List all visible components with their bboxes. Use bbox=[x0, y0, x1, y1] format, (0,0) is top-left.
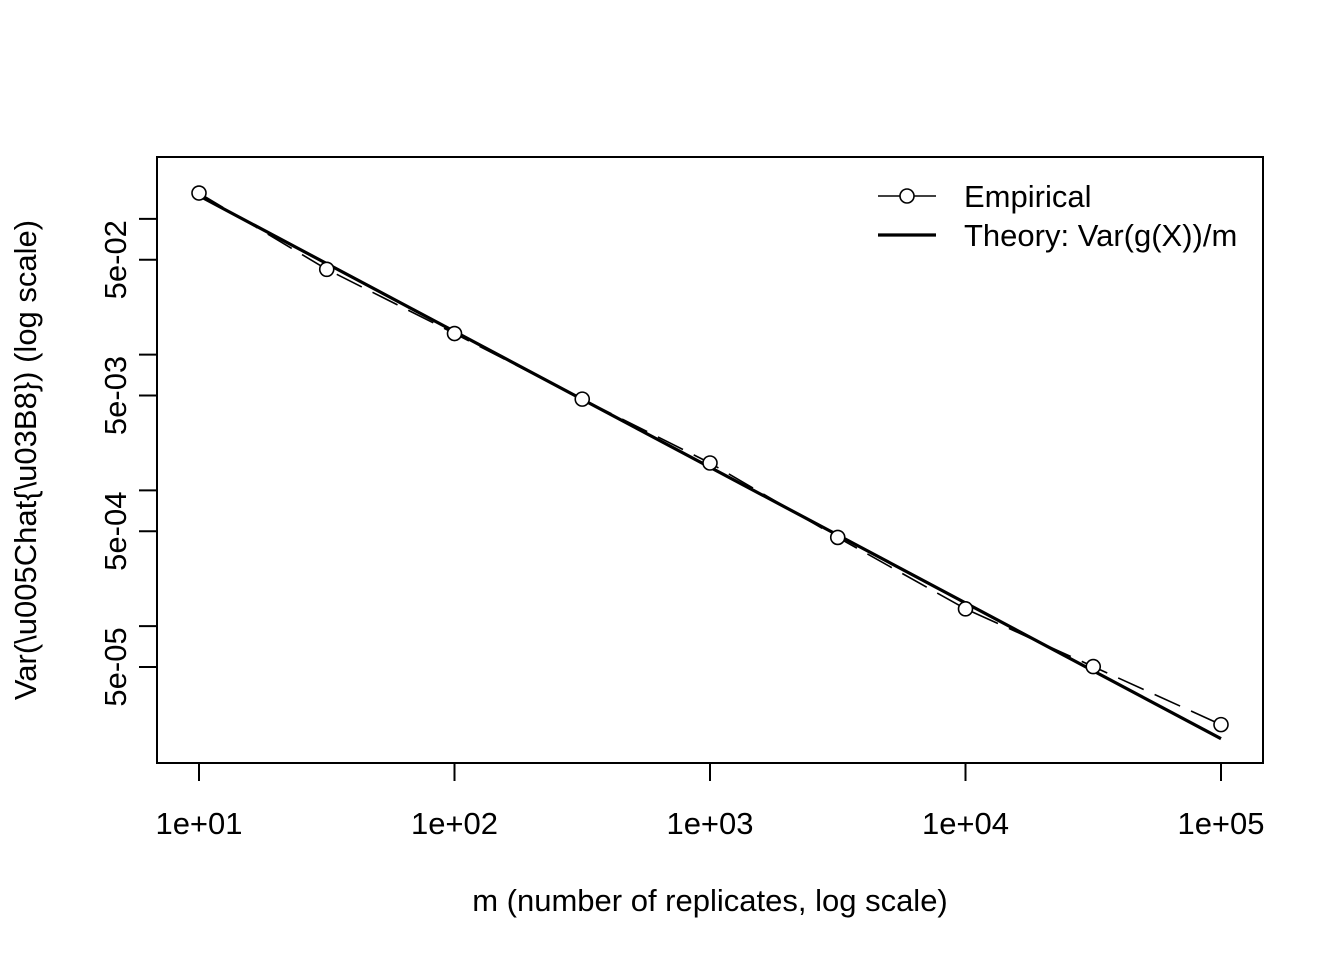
y-tick-label: 5e-03 bbox=[98, 356, 133, 435]
x-tick-label: 1e+02 bbox=[411, 806, 498, 841]
empirical-point bbox=[1213, 716, 1229, 733]
legend: Empirical Theory: Var(g(X))/m bbox=[878, 179, 1237, 253]
y-tick-label: 5e-04 bbox=[98, 492, 133, 571]
x-tick-label: 1e+01 bbox=[155, 806, 242, 841]
legend-theory-label: Theory: Var(g(X))/m bbox=[964, 218, 1237, 253]
empirical-point bbox=[574, 391, 591, 407]
x-tick-label: 1e+05 bbox=[1177, 806, 1264, 841]
x-tick-label: 1e+03 bbox=[666, 806, 753, 841]
empirical-point bbox=[446, 325, 463, 342]
x-tick-label: 1e+04 bbox=[922, 806, 1009, 841]
legend-empirical-label: Empirical bbox=[964, 179, 1091, 214]
x-axis: 1e+01 1e+02 1e+03 1e+04 1e+05 bbox=[155, 762, 1265, 841]
series-layer bbox=[191, 185, 1229, 741]
empirical-point bbox=[318, 261, 335, 278]
y-axis: 5e-05 5e-04 5e-03 5e-02 bbox=[98, 217, 158, 707]
empirical-point bbox=[702, 455, 718, 471]
empirical-point bbox=[1085, 658, 1102, 675]
empirical-point bbox=[829, 529, 846, 546]
y-axis-title: Var(\u005Chat{\u03B8}) (log scale) bbox=[8, 220, 43, 700]
empirical-point bbox=[191, 185, 207, 201]
y-tick-label: 5e-02 bbox=[98, 220, 133, 299]
legend-empirical-marker bbox=[899, 188, 915, 204]
y-tick-label: 5e-05 bbox=[98, 627, 133, 706]
empirical-point bbox=[957, 601, 974, 617]
x-axis-title: m (number of replicates, log scale) bbox=[472, 883, 948, 918]
